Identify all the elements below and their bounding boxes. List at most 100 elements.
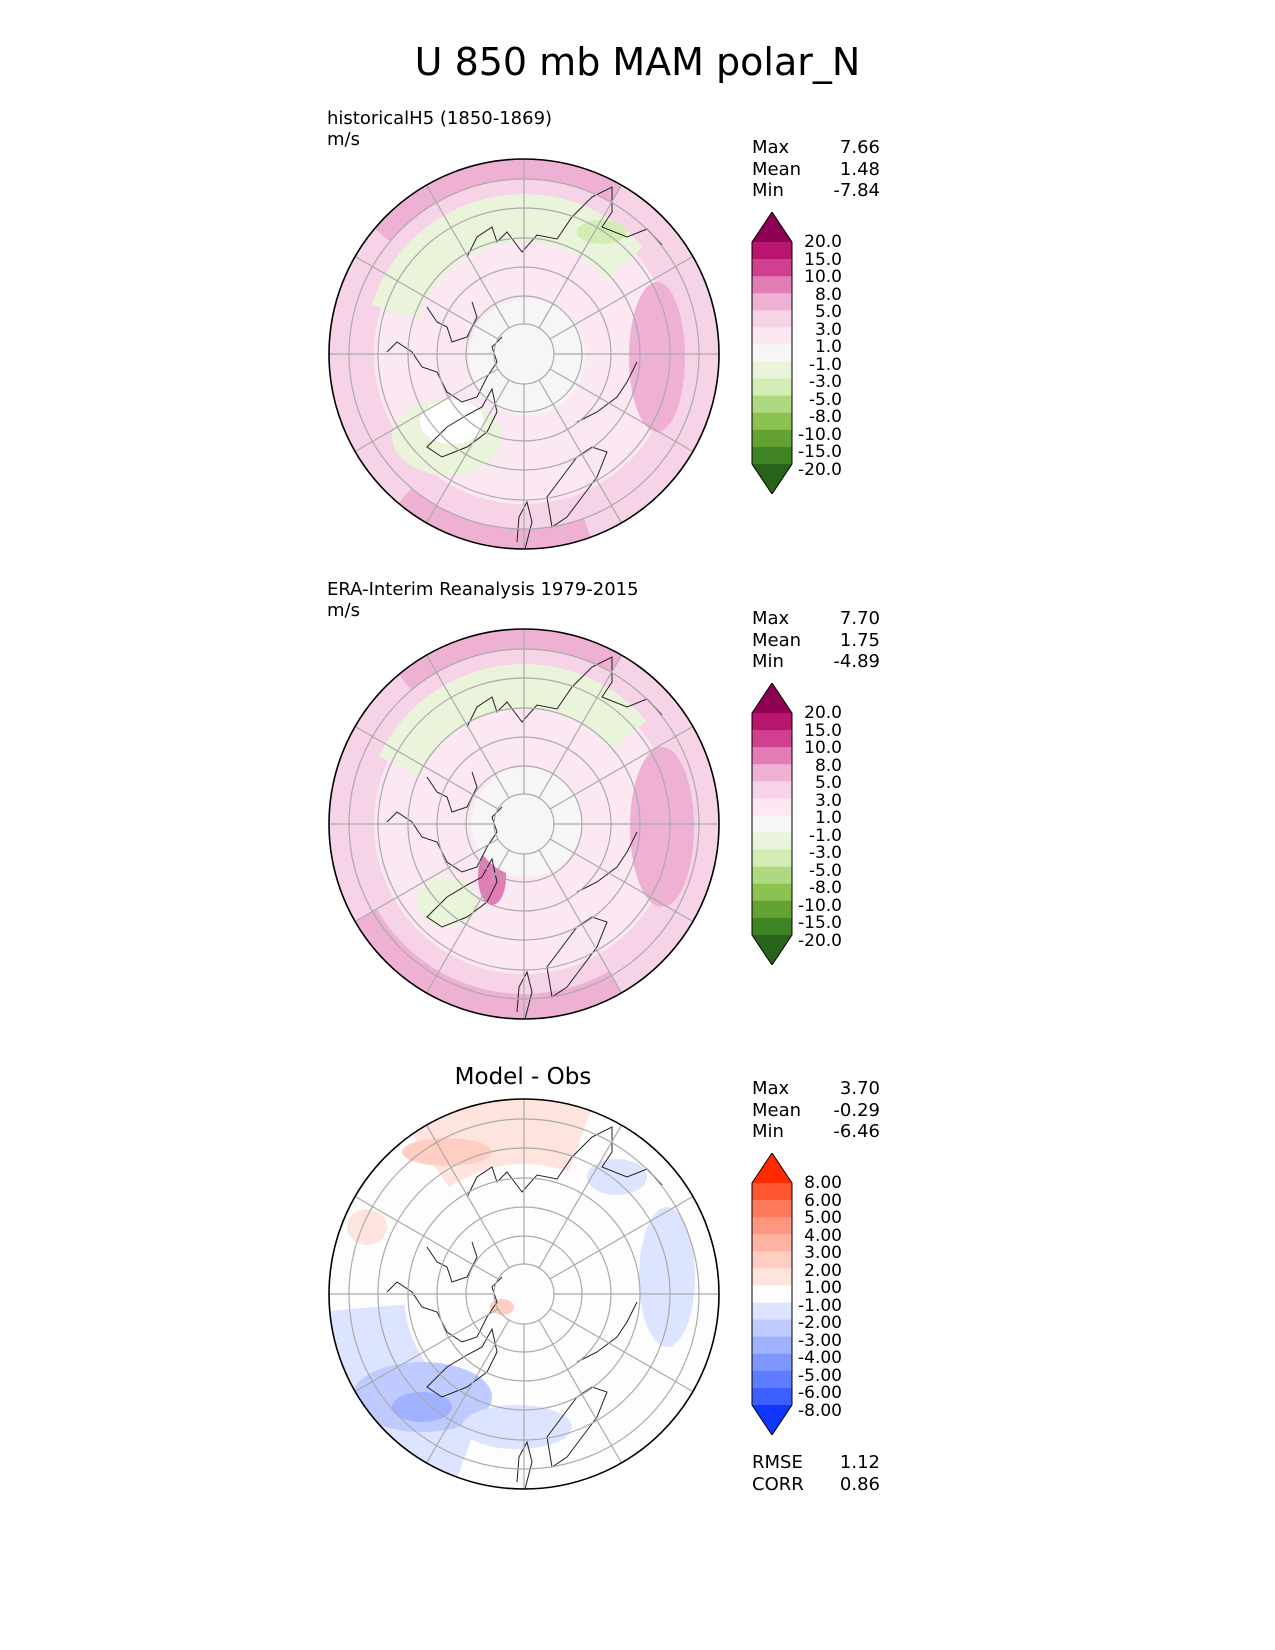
colorbar-tick-label: -1.0 (808, 354, 842, 375)
panel-test-units: m/s (327, 129, 360, 150)
stat-value: 7.70 (839, 608, 880, 629)
map-border (328, 628, 720, 1020)
colorbar-tick-label: -3.0 (808, 843, 842, 863)
colorbar-tick-label: -10.0 (798, 895, 842, 916)
colorbar-tick-label: -2.00 (798, 1313, 842, 1333)
colorbar-extend-bottom (752, 464, 792, 494)
coastline (426, 387, 498, 458)
colorbar-swatch (752, 1234, 792, 1252)
contour-region (373, 159, 622, 242)
colorbar-swatch (752, 259, 792, 277)
colorbar-tick-label: 6.00 (804, 1190, 842, 1211)
stat-value: -7.84 (833, 180, 880, 201)
polar-map-test (328, 158, 720, 550)
colorbar-tick-label: 4.00 (804, 1225, 842, 1246)
colorbar-tick-label: -3.00 (798, 1330, 842, 1351)
colorbar-tick-label: 20.0 (804, 703, 842, 723)
colorbar-swatch (752, 1387, 792, 1406)
longitude-line (549, 368, 694, 453)
longitude-line (354, 725, 499, 810)
colorbar-tick-label: 15.0 (804, 249, 842, 270)
polar-map-diff (328, 1098, 720, 1490)
stat-label: Mean (752, 629, 802, 651)
stat-value: -0.29 (833, 1099, 880, 1121)
colorbar-swatch (752, 446, 792, 465)
colorbar-tick-label: 3.00 (804, 1243, 842, 1263)
colorbar-tick-label: 2.00 (804, 1260, 842, 1281)
stat-label: Max (752, 1078, 790, 1099)
longitude-line (538, 1319, 623, 1464)
colorbar-swatch (752, 378, 792, 397)
colorbar-swatch (752, 798, 792, 816)
contour-region (629, 282, 685, 432)
colorbar-tick-label: -8.0 (808, 878, 842, 898)
colorbar-swatch (752, 1268, 792, 1286)
colorbar-swatch (752, 866, 792, 885)
coastline (386, 1276, 503, 1343)
colorbar-swatch (752, 276, 792, 294)
longitude-line (549, 255, 694, 340)
contour-region (347, 1209, 387, 1245)
colorbar-swatch (752, 1251, 792, 1269)
colorbar-swatch (752, 1285, 792, 1304)
stat-value: 1.48 (839, 158, 880, 180)
colorbar-extend-top (752, 683, 792, 713)
colorbar-tick-label: 1.0 (814, 337, 842, 357)
colorbar-tick-label: -5.0 (808, 860, 842, 881)
stat-label: Min (752, 180, 784, 201)
longitude-line (549, 1195, 694, 1280)
coastline (426, 771, 478, 813)
colorbar-tick-label: 5.00 (804, 1208, 842, 1228)
coastline (516, 970, 533, 1019)
colorbar-outline (751, 1153, 793, 1435)
colorbar-tick-label: 15.0 (804, 720, 842, 741)
colorbar-tick-label: -1.00 (798, 1295, 842, 1316)
colorbar-swatch (752, 1183, 792, 1201)
colorbar-swatch (752, 1370, 792, 1389)
colorbar-swatch (752, 242, 792, 260)
longitude-line (354, 368, 499, 453)
colorbar-swatch (752, 412, 792, 431)
coastline (516, 1440, 533, 1489)
coastline (426, 857, 498, 928)
stat-value: 1.75 (839, 629, 880, 651)
colorbar-tick-label: -15.0 (798, 442, 842, 462)
colorbar-tick-label: -20.0 (798, 459, 842, 480)
contour-region (469, 299, 585, 415)
colorbar-tick-label: -20.0 (798, 930, 842, 951)
coastline (546, 446, 608, 528)
colorbar-tick-label: -4.00 (798, 1348, 842, 1368)
coastline (386, 806, 503, 873)
panel-ref-title: ERA-Interim Reanalysis 1979-2015 m/s (327, 579, 639, 621)
colorbar-swatch (752, 293, 792, 311)
coastline (426, 301, 478, 343)
colorbar-swatch (752, 1319, 792, 1338)
coastline (466, 656, 663, 728)
stat-value: -6.46 (833, 1121, 880, 1142)
contour-region (371, 194, 643, 320)
colorbar-swatch (752, 344, 792, 363)
colorbar-swatch (752, 1200, 792, 1218)
panel-diff-title: Model - Obs (454, 1064, 592, 1090)
colorbar-tick-label: 8.0 (814, 284, 842, 305)
stat-label: Min (752, 1121, 784, 1142)
colorbar-tick-label: -8.00 (798, 1400, 842, 1421)
stat-label: Min (752, 651, 784, 672)
colorbar-tick-label: 5.0 (814, 773, 842, 793)
colorbar-swatch (752, 327, 792, 345)
colorbar-tick-label: 8.0 (814, 755, 842, 776)
coastline (516, 500, 533, 549)
colorbar-extend-top (752, 212, 792, 242)
longitude-line (425, 184, 510, 329)
longitude-line (425, 849, 510, 994)
polar-map-ref (328, 628, 720, 1020)
colorbar-tick-label: 5.0 (814, 302, 842, 322)
colorbar-swatch (752, 747, 792, 765)
colorbar-swatch (752, 1353, 792, 1372)
figure-title: U 850 mb MAM polar_N (414, 40, 861, 84)
stat-value: 3.70 (839, 1078, 880, 1099)
longitude-line (538, 849, 623, 994)
longitude-line (354, 255, 499, 340)
contour-region (379, 664, 647, 776)
stat-label: Mean (752, 1099, 802, 1121)
